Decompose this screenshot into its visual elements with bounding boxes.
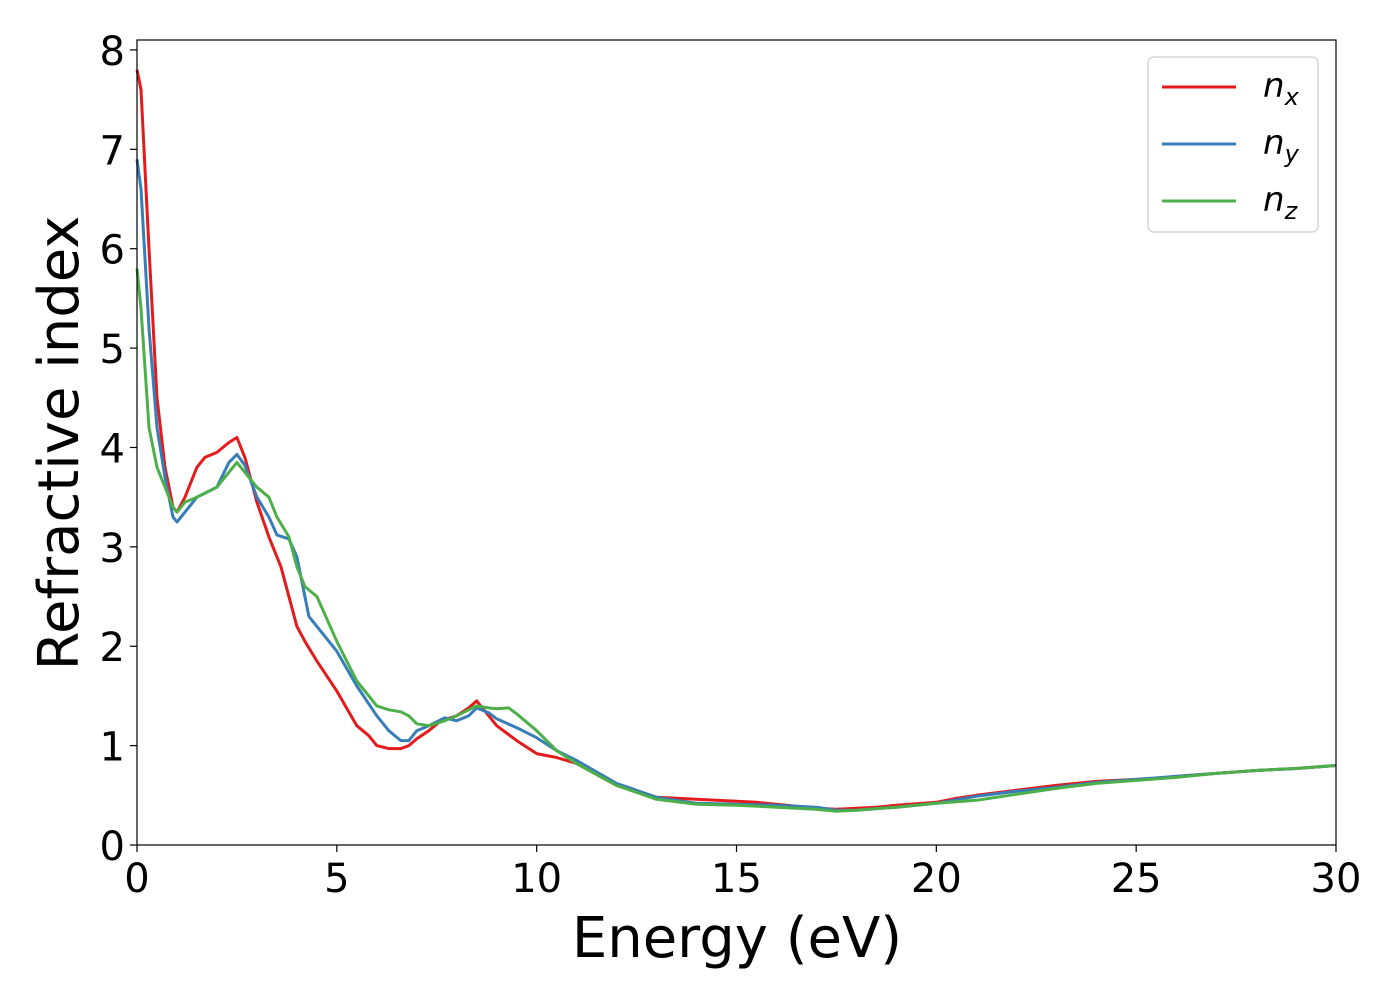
y-tick-label: 7 xyxy=(100,128,125,174)
x-tick-label: 10 xyxy=(511,856,562,902)
legend-label-nz: nz xyxy=(1263,180,1299,225)
y-tick-label: 6 xyxy=(100,228,125,274)
x-tick-label: 0 xyxy=(124,856,149,902)
legend-label-main: n xyxy=(1263,180,1285,220)
legend-label-subscript: z xyxy=(1284,197,1299,225)
y-tick-label: 0 xyxy=(100,824,125,870)
legend-label-nx: nx xyxy=(1263,66,1300,111)
y-tick-label: 3 xyxy=(100,526,125,572)
x-tick-label: 30 xyxy=(1311,856,1362,902)
y-axis-ticks: 0 1 2 3 4 5 6 7 8 xyxy=(100,29,137,870)
legend-label-main: n xyxy=(1263,66,1285,106)
legend-label-subscript: x xyxy=(1284,83,1300,111)
y-tick-label: 5 xyxy=(100,327,125,373)
series-line-nz xyxy=(135,268,1337,813)
x-axis-ticks: 0 5 10 15 20 25 30 xyxy=(124,845,1361,902)
legend-label-subscript: y xyxy=(1284,140,1300,168)
y-tick-label: 8 xyxy=(100,29,125,75)
legend-label-ny: ny xyxy=(1263,123,1300,168)
y-axis-title: Refractive index xyxy=(27,216,92,671)
x-tick-label: 5 xyxy=(324,856,349,902)
x-tick-label: 15 xyxy=(711,856,762,902)
y-tick-label: 2 xyxy=(100,625,125,671)
y-tick-label: 1 xyxy=(100,725,125,771)
x-axis-title: Energy (eV) xyxy=(572,906,902,971)
y-tick-label: 4 xyxy=(100,426,125,472)
series-line-ny xyxy=(135,159,1337,812)
legend-label-main: n xyxy=(1263,123,1285,163)
x-tick-label: 20 xyxy=(911,856,962,902)
x-tick-label: 25 xyxy=(1111,856,1162,902)
